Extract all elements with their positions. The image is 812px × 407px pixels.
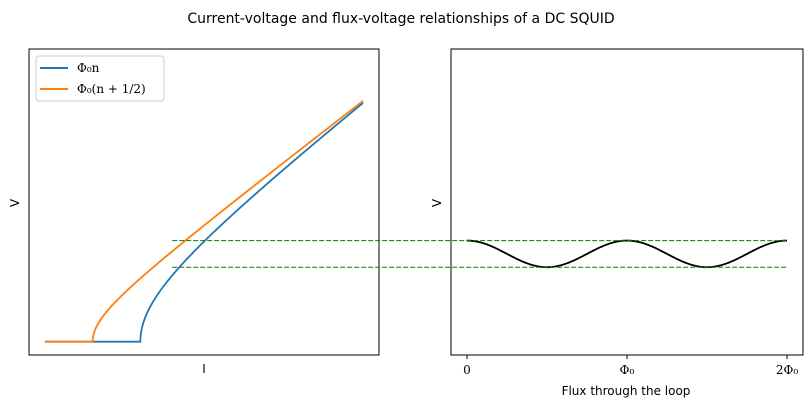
iv-y-axis-label: V [8, 198, 22, 207]
flux-voltage-chart: 0 Φ₀ 2Φ₀ Flux through the loop V [430, 48, 804, 398]
flux-x-ticks: 0 Φ₀ 2Φ₀ [463, 355, 798, 377]
flux-voltage-curve [466, 239, 788, 269]
flux-y-axis-label: V [430, 198, 444, 207]
iv-plot-frame [28, 48, 380, 356]
legend-label-phi0-n: Φ₀n [77, 61, 100, 75]
flux-x-tick-label-2: 2Φ₀ [776, 363, 798, 377]
figure-title: Current-voltage and flux-voltage relatio… [187, 11, 614, 27]
flux-plot-frame [450, 48, 804, 356]
iv-chart: I V Φ₀n Φ₀(n + 1/2) [8, 48, 380, 376]
flux-x-tick-label-1: Φ₀ [620, 363, 635, 377]
iv-legend: Φ₀n Φ₀(n + 1/2) [35, 55, 165, 102]
iv-series-line-0 [44, 102, 364, 343]
flux-plot-lines [466, 239, 788, 269]
reference-lines [172, 240, 787, 268]
iv-plot-lines [44, 100, 364, 343]
flux-x-axis-label: Flux through the loop [562, 384, 691, 398]
iv-series-line-1 [44, 100, 364, 343]
iv-x-axis-label: I [202, 362, 206, 376]
legend-label-phi0-half: Φ₀(n + 1/2) [77, 82, 146, 96]
flux-x-tick-label-0: 0 [463, 363, 471, 377]
